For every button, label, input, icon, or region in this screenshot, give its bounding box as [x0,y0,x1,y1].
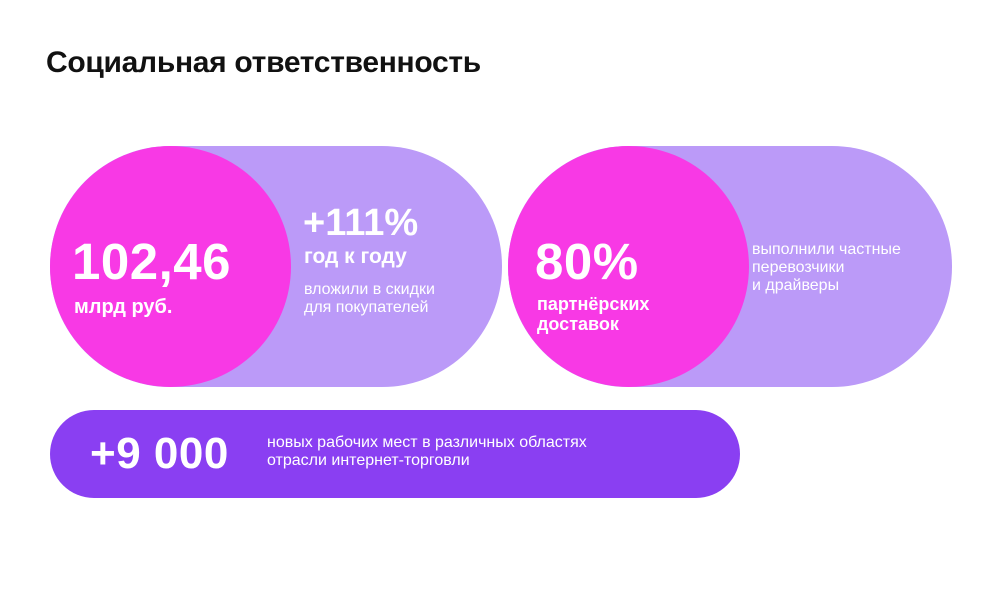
discounts-unit: млрд руб. [74,296,173,318]
deliveries-description: выполнили частные перевозчики и драйверы [752,241,901,294]
deliveries-circle [508,146,749,387]
jobs-pill-background [50,410,740,498]
discounts-growth-label: год к году [304,245,407,268]
discounts-growth: +111% [303,202,419,244]
deliveries-value: 80% [535,233,639,290]
jobs-value: +9 000 [90,429,229,478]
discounts-circle [50,146,291,387]
discounts-description: вложили в скидки для покупателей [304,281,435,316]
discounts-value: 102,46 [72,233,231,290]
page-title: Социальная ответственность [46,46,481,79]
deliveries-label: партнёрских доставок [537,294,650,334]
jobs-description: новых рабочих мест в различных областях … [267,434,587,469]
